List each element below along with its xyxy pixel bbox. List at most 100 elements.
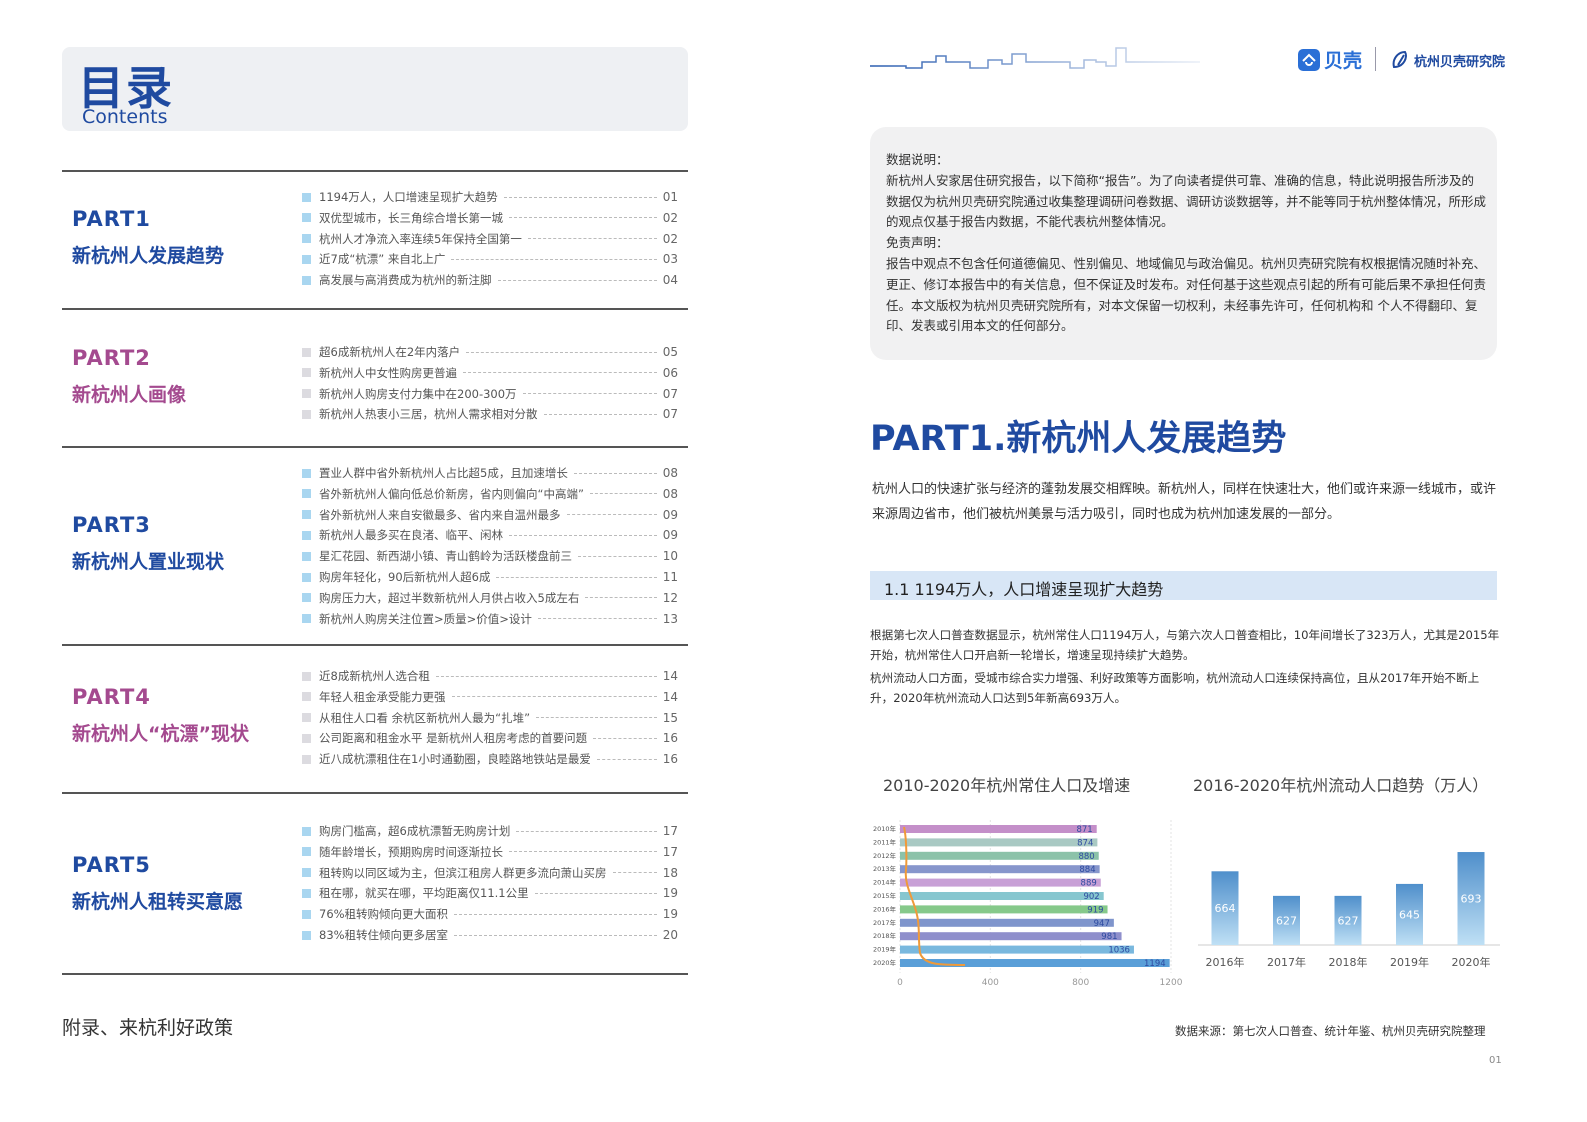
y-tick-label: 2015年	[873, 891, 897, 900]
toc-item-text: 76%租转购倾向更大面积	[319, 907, 449, 922]
paragraph-population: 根据第七次人口普查数据显示，杭州常住人口1194万人，与第六次人口普查相比，10…	[870, 628, 1500, 662]
toc-item-page: 17	[662, 844, 678, 859]
toc-item[interactable]: 新杭州人最多买在良渚、临平、闲林 09	[302, 526, 678, 544]
bar	[900, 838, 1098, 847]
institute-logo-icon	[1392, 50, 1407, 69]
data-label: 645	[1399, 908, 1420, 921]
x-tick-label: 2017年	[1267, 955, 1306, 969]
dotted-leader	[527, 238, 657, 240]
dotted-leader	[516, 830, 657, 832]
toc-item[interactable]: 新杭州人热衷小三居，杭州人需求相对分散 07	[302, 405, 678, 423]
toc-item[interactable]: 星汇花园、新西湖小镇、青山鹤岭为活跃楼盘前三 10	[302, 547, 678, 565]
toc-item-page: 04	[662, 273, 678, 288]
bar	[900, 945, 1134, 954]
toc-item[interactable]: 83%租转住倾向更多居室 20	[302, 926, 678, 944]
bullet-square-icon	[302, 930, 311, 940]
part-label[interactable]: PART5	[72, 853, 151, 877]
toc-item[interactable]: 新杭州人购房支付力集中在200-300万 07	[302, 385, 678, 403]
toc-item[interactable]: 1194万人，人口增速呈现扩大趋势 01	[302, 188, 678, 206]
toc-item[interactable]: 年轻人租金承受能力更强 14	[302, 688, 678, 706]
toc-item-text: 省外新杭州人偏向低总价新房，省内则偏向“中高端”	[319, 486, 584, 501]
toc-item[interactable]: 省外新杭州人偏向低总价新房，省内则偏向“中高端” 08	[302, 485, 678, 503]
bar	[900, 851, 1099, 860]
toc-item-page: 08	[662, 486, 678, 501]
dotted-leader	[451, 696, 657, 698]
toc-item[interactable]: 租转购以同区域为主，但滨江租房人群更多流向萧山买房 18	[302, 864, 678, 882]
data-label: 627	[1276, 914, 1297, 927]
toc-item[interactable]: 从租住人口看 余杭区新杭州人最为“扎堆” 15	[302, 709, 678, 727]
toc-item[interactable]: 租在哪，就买在哪，平均距离仅11.1公里 19	[302, 884, 678, 902]
part-title[interactable]: 新杭州人置业现状	[72, 551, 225, 573]
data-label: 880	[1078, 852, 1094, 862]
toc-item[interactable]: 近7成“杭漂” 来自北上广 03	[302, 250, 678, 268]
toc-item[interactable]: 随年龄增长，预期购房时间逐渐拉长 17	[302, 843, 678, 861]
bar	[1273, 895, 1300, 945]
y-tick-label: 2016年	[873, 904, 897, 913]
chart-floating-population: 664 2016年 627 2017年 627 2018年 645 2019年 693 2020年	[1198, 852, 1500, 969]
toc-item[interactable]: 超6成新杭州人在2年内落户 05	[302, 343, 678, 361]
bullet-square-icon	[302, 551, 311, 561]
y-tick-label: 2014年	[873, 878, 897, 887]
toc-item-text: 近8成新杭州人选合租	[319, 669, 430, 683]
toc-item[interactable]: 杭州人才净流入率连续5年保持全国第一 02	[302, 230, 678, 248]
dotted-leader	[593, 737, 657, 739]
toc-divider	[62, 446, 688, 448]
part-label[interactable]: PART3	[72, 513, 151, 537]
toc-item-page: 07	[662, 386, 678, 401]
x-tick-label: 2018年	[1329, 955, 1368, 969]
data-label: 874	[1077, 838, 1093, 848]
toc-item-page: 14	[662, 669, 678, 683]
part-title[interactable]: 新杭州人“杭漂”现状	[72, 723, 249, 745]
toc-item[interactable]: 置业人群中省外新杭州人占比超5成，且加速增长 08	[302, 464, 678, 482]
toc-item[interactable]: 省外新杭州人来自安徽最多、省内来自温州最多 09	[302, 506, 678, 524]
bullet-square-icon	[302, 713, 311, 723]
toc-item-page: 02	[662, 231, 678, 246]
toc-item[interactable]: 近八成杭漂租住在1小时通勤圈，良睦路地铁站是最爱 16	[302, 750, 678, 768]
chart2-title: 2016-2020年杭州流动人口趋势（万人）	[1193, 776, 1489, 795]
toc-item[interactable]: 新杭州人购房关注位置>质量>价值>设计 13	[302, 610, 678, 628]
toc-item[interactable]: 购房压力大，超过半数新杭州人月供占收入5成左右 12	[302, 589, 678, 607]
dotted-leader	[578, 555, 657, 557]
logo-divider	[1375, 47, 1376, 71]
section-bar	[870, 571, 1497, 600]
toc-item[interactable]: 购房门槛高，超6成杭漂暂无购房计划 17	[302, 822, 678, 840]
section-title: 1.1 1194万人，人口增速呈现扩大趋势	[884, 580, 1164, 599]
bullet-square-icon	[302, 614, 311, 624]
part-label[interactable]: PART4	[72, 685, 151, 709]
y-tick-label: 2011年	[873, 837, 897, 846]
toc-divider	[62, 170, 688, 172]
toc-item[interactable]: 高发展与高消费成为杭州的新注脚 04	[302, 271, 678, 289]
toc-item-page: 17	[662, 824, 678, 838]
toc-item[interactable]: 新杭州人中女性购房更普遍 06	[302, 364, 678, 382]
notice-text: 数据说明： 新杭州人安家居住研究报告，以下简称“报告”。为了向读者提供可靠、准确…	[886, 150, 1486, 337]
part-label[interactable]: PART1	[72, 207, 151, 231]
toc-item-text: 1194万人，人口增速呈现扩大趋势	[319, 190, 498, 204]
toc-item[interactable]: 近8成新杭州人选合租 14	[302, 667, 678, 685]
toc-item-text: 租在哪，就买在哪，平均距离仅11.1公里	[319, 886, 529, 901]
dotted-leader	[497, 279, 657, 281]
toc-item[interactable]: 双优型城市，长三角综合增长第一城 02	[302, 209, 678, 227]
toc-item-text: 置业人群中省外新杭州人占比超5成，且加速增长	[319, 466, 568, 480]
part-title[interactable]: 新杭州人画像	[72, 384, 187, 406]
toc-item[interactable]: 76%租转购倾向更大面积 19	[302, 905, 678, 923]
toc-item-page: 01	[662, 190, 678, 204]
part-title[interactable]: 新杭州人租转买意愿	[72, 891, 244, 913]
toc-item-page: 16	[662, 731, 678, 746]
bullet-square-icon	[302, 468, 311, 478]
toc-item[interactable]: 公司距离和租金水平 是新杭州人租房考虑的首要问题 16	[302, 729, 678, 747]
toc-appendix[interactable]: 附录、来杭利好政策	[62, 1017, 234, 1039]
bar	[1396, 883, 1423, 945]
part-title[interactable]: 新杭州人发展趋势	[72, 245, 225, 267]
toc-item-page: 12	[662, 590, 678, 605]
bar	[900, 878, 1101, 887]
data-label: 693	[1461, 893, 1482, 906]
paragraph-floating-population: 杭州流动人口方面，受城市综合实力增强、利好政策等方面影响，杭州流动人口连续保持高…	[870, 671, 1480, 705]
toc-divider	[62, 644, 688, 646]
toc-item-text: 新杭州人中女性购房更普遍	[319, 365, 457, 380]
toc-item[interactable]: 购房年轻化，90后新杭州人超6成 11	[302, 568, 678, 586]
part-label[interactable]: PART2	[72, 346, 151, 370]
bullet-square-icon	[302, 389, 311, 399]
toc-item-page: 20	[662, 928, 678, 942]
data-source: 数据来源：第七次人口普查、统计年鉴、杭州贝壳研究院整理	[1175, 1024, 1486, 1038]
toc-item-text: 近八成杭漂租住在1小时通勤圈，良睦路地铁站是最爱	[319, 752, 591, 767]
